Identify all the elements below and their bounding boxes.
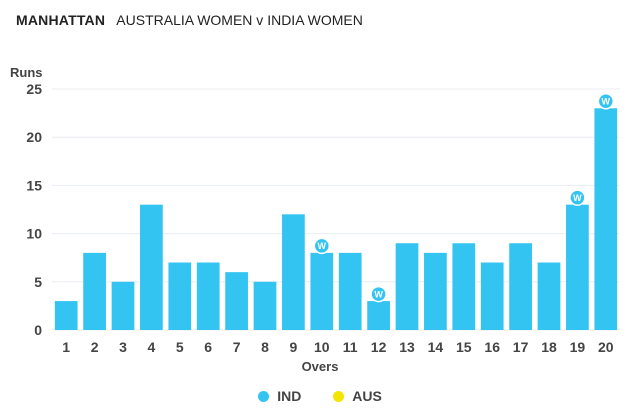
wicket-label-over-19: W (573, 193, 582, 203)
x-tick-label-2: 2 (91, 339, 99, 355)
bar-over-9[interactable] (282, 214, 305, 330)
x-tick-label-20: 20 (598, 339, 614, 355)
legend-dot-ind (258, 390, 270, 402)
x-tick-label-17: 17 (513, 339, 529, 355)
chart-type-label: MANHATTAN (16, 12, 106, 28)
bar-over-5[interactable] (168, 262, 192, 330)
x-tick-label-19: 19 (570, 339, 586, 355)
wicket-marker-over-20[interactable] (597, 93, 615, 110)
y-axis-ticks: 0 5 10 15 20 25 (26, 81, 42, 338)
bar-over-2[interactable] (83, 252, 106, 330)
wicket-marker-over-19[interactable] (569, 189, 586, 206)
legend-item-aus[interactable]: AUS (333, 388, 382, 404)
wicket-label-over-10: W (318, 241, 327, 251)
bar-over-11[interactable] (338, 252, 362, 330)
wicket-marker-over-12[interactable] (370, 285, 387, 303)
x-tick-label-7: 7 (233, 339, 241, 355)
bar-over-15[interactable] (452, 243, 476, 330)
legend: IND AUS (0, 388, 640, 405)
legend-dot-aus (333, 390, 345, 402)
wicket-label-over-20: W (602, 96, 611, 106)
bar-over-17[interactable] (509, 243, 532, 330)
bar-over-6[interactable] (196, 262, 220, 330)
x-tick-label-1: 1 (62, 339, 70, 355)
wicket-label-over-12: W (374, 289, 383, 299)
chart-header: MANHATTAN AUSTRALIA WOMEN v INDIA WOMEN (16, 12, 363, 28)
bar-over-4[interactable] (140, 204, 163, 330)
bar-over-1[interactable] (54, 301, 78, 330)
bar-over-18[interactable] (537, 262, 561, 330)
x-axis-ticks: 1 2 3 4 5 6 7 8 9 10 11 12 13 14 15 16 17 18 19 20 (62, 339, 613, 355)
bars (54, 108, 618, 330)
x-tick-label-8: 8 (261, 339, 269, 355)
gridlines (52, 88, 620, 331)
x-tick-label-5: 5 (176, 339, 184, 355)
y-tick-label-20: 20 (26, 129, 42, 145)
y-tick-label-5: 5 (34, 274, 42, 290)
x-tick-label-18: 18 (541, 339, 557, 355)
bar-over-20[interactable] (594, 108, 618, 330)
legend-item-ind[interactable]: IND (258, 388, 301, 404)
y-tick-label-15: 15 (26, 177, 42, 193)
y-tick-label-10: 10 (26, 226, 42, 242)
x-tick-label-12: 12 (371, 339, 387, 355)
bar-over-10[interactable] (310, 252, 334, 330)
x-axis-title: Overs (302, 359, 339, 374)
y-tick-label-0: 0 (34, 322, 42, 338)
wicket-marker-over-10[interactable] (313, 237, 331, 255)
match-title: AUSTRALIA WOMEN v INDIA WOMEN (116, 12, 363, 28)
legend-label-ind: IND (277, 388, 302, 404)
x-tick-label-13: 13 (399, 339, 415, 355)
bar-over-7[interactable] (225, 272, 248, 330)
bar-over-14[interactable] (424, 252, 447, 330)
x-tick-label-15: 15 (456, 339, 472, 355)
legend-label-aus: AUS (352, 388, 382, 404)
x-tick-label-3: 3 (119, 339, 127, 355)
bar-over-3[interactable] (111, 281, 135, 330)
x-tick-label-9: 9 (290, 339, 298, 355)
x-tick-label-6: 6 (204, 339, 212, 355)
x-tick-label-14: 14 (428, 339, 444, 355)
bar-over-8[interactable] (253, 281, 277, 330)
bar-over-13[interactable] (395, 243, 419, 330)
x-tick-label-16: 16 (484, 339, 500, 355)
bar-over-12[interactable] (367, 301, 390, 330)
x-tick-label-4: 4 (148, 339, 156, 355)
x-tick-label-10: 10 (314, 339, 330, 355)
bar-over-16[interactable] (480, 262, 504, 330)
x-tick-label-11: 11 (343, 339, 358, 355)
y-axis-title: Runs (10, 65, 43, 80)
wicket-markers: W W W W (313, 93, 615, 303)
bar-over-19[interactable] (566, 204, 589, 330)
y-tick-label-25: 25 (26, 81, 42, 97)
